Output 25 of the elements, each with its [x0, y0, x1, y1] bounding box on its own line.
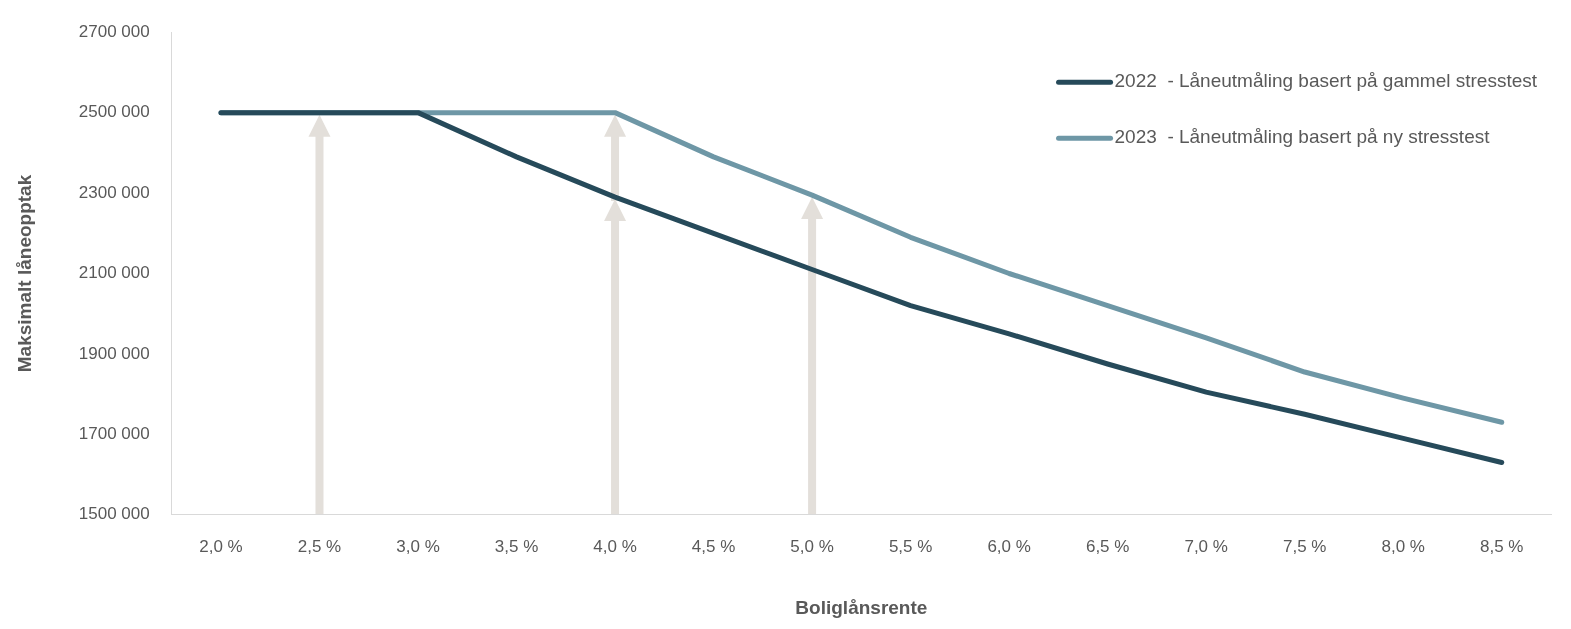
x-tick-label: 2,0 %: [199, 536, 243, 556]
x-tick-label: 7,5 %: [1282, 536, 1327, 556]
x-tick-label: 5,5 %: [888, 536, 933, 556]
x-tick-label: 4,0 %: [593, 536, 637, 556]
legend-label: 2022 - Låneutmåling basert på gammel stresstest: [1114, 70, 1538, 92]
x-tick-label: 5,0 %: [790, 536, 834, 556]
x-tick-label: 3,0 %: [396, 536, 440, 556]
y-tick-label: 1700 000: [78, 424, 150, 444]
x-tick-label: 4,5 %: [691, 536, 736, 556]
y-tick-label: 2700 000: [78, 21, 150, 41]
x-tick-label: 6,5 %: [1085, 536, 1130, 556]
x-tick-label: 8,5 %: [1480, 536, 1524, 556]
y-tick-label: 2500 000: [78, 102, 150, 122]
y-axis-title: Maksimalt låneopptak: [13, 174, 35, 373]
x-tick-label: 6,0 %: [987, 536, 1031, 556]
x-axis-title: Boliglånsrente: [795, 596, 928, 618]
y-tick-label: 2100 000: [78, 263, 150, 283]
x-tick-label: 2,5 %: [297, 536, 342, 556]
x-tick-label: 3,5 %: [494, 536, 539, 556]
y-tick-label: 1900 000: [78, 343, 150, 363]
x-tick-label: 7,0 %: [1184, 536, 1228, 556]
y-tick-label: 1500 000: [78, 504, 150, 524]
legend-label: 2023 - Låneutmåling basert på ny stresstest: [1114, 126, 1491, 148]
x-tick-label: 8,0 %: [1381, 536, 1425, 556]
y-tick-label: 2300 000: [78, 182, 150, 202]
